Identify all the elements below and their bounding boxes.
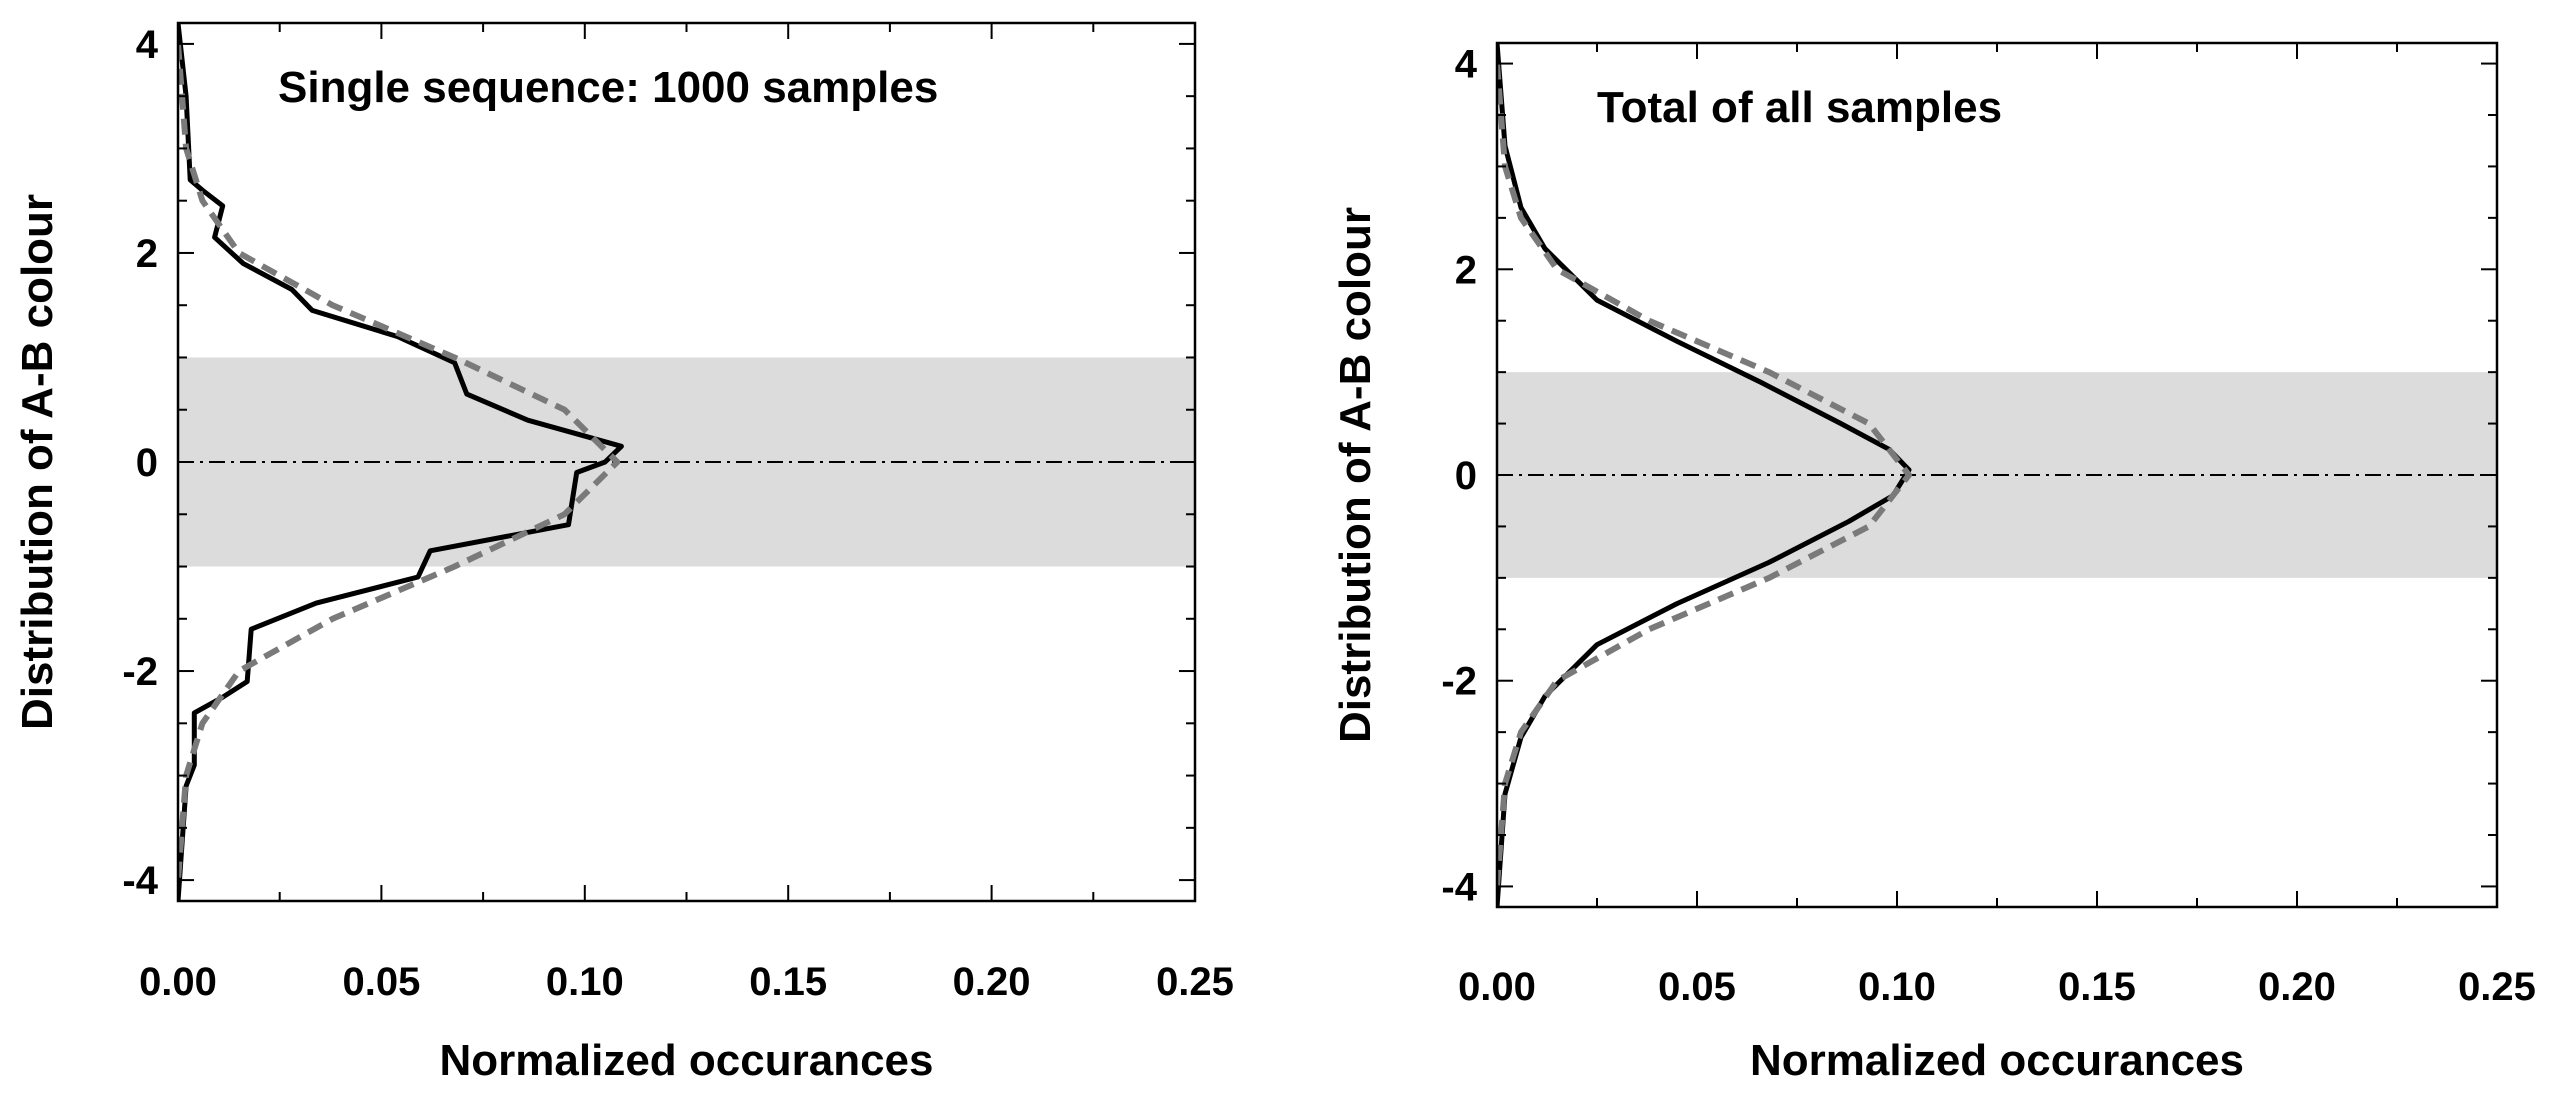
chart-title: Single sequence: 1000 samples: [278, 63, 938, 112]
series-model-line: [1497, 63, 1912, 887]
x-tick-label: 0.15: [2058, 965, 2136, 1009]
x-tick-label: 0.05: [342, 960, 420, 1004]
y-tick-label: 4: [1455, 43, 1478, 87]
y-tick-label: -4: [1441, 865, 1477, 909]
x-axis-label: Normalized occurances: [440, 1036, 934, 1085]
chart-panel-right: 0.00 0.05 0.10 0.15 0.20 0.25 -4 -2 0 2 4 Total of …: [1331, 41, 2536, 1085]
y-tick-label: 4: [136, 23, 159, 67]
x-tick-label: 0.10: [1858, 965, 1936, 1009]
y-tick-label: 0: [1455, 454, 1477, 498]
y-tick-label: -2: [1441, 660, 1477, 704]
series-observed-line: [178, 23, 624, 901]
x-tick-label: 0.15: [749, 960, 827, 1004]
chart-title: Total of all samples: [1597, 83, 2002, 132]
x-tick-label: 0.05: [1658, 965, 1736, 1009]
x-tick-label: 0.25: [2458, 965, 2536, 1009]
chart-panel-left: 0.00 0.05 0.10 0.15 0.20 0.25 -4 -2 0 2 4 Single se…: [13, 21, 1234, 1085]
y-axis-label: Distribution of A-B colour: [1331, 207, 1380, 743]
x-tick-label: 0.00: [139, 960, 217, 1004]
y-tick-label: 2: [1455, 248, 1477, 292]
x-tick-label: 0.20: [953, 960, 1031, 1004]
series-model-line: [178, 43, 621, 881]
y-tick-label: -4: [122, 859, 158, 903]
y-tick-label: -2: [122, 650, 158, 694]
x-tick-label: 0.20: [2258, 965, 2336, 1009]
y-tick-label: 0: [136, 441, 158, 485]
x-tick-label: 0.25: [1156, 960, 1234, 1004]
series-observed-line: [1497, 43, 1912, 907]
x-tick-label: 0.10: [546, 960, 624, 1004]
y-axis-label: Distribution of A-B colour: [13, 194, 62, 730]
x-tick-label: 0.00: [1458, 965, 1536, 1009]
y-tick-label: 2: [136, 232, 158, 276]
x-axis-label: Normalized occurances: [1750, 1036, 2244, 1085]
